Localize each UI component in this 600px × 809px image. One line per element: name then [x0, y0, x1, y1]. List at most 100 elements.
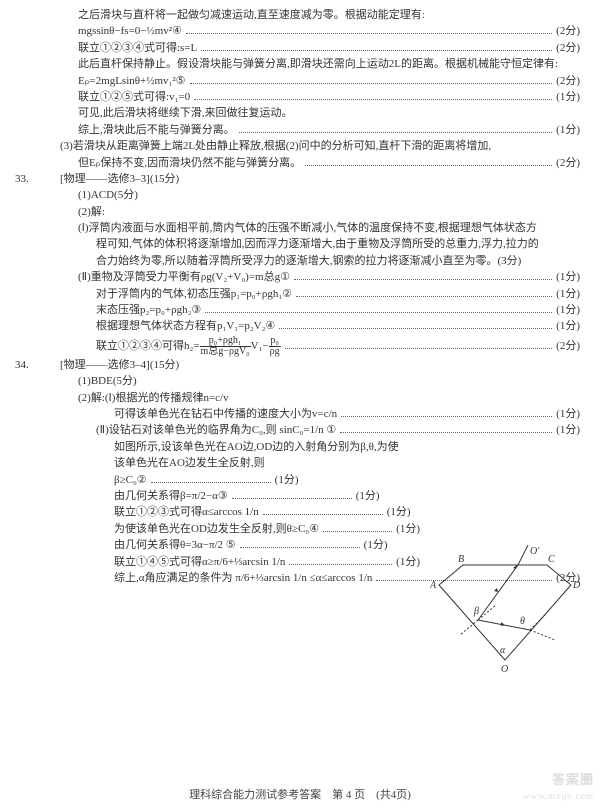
text-line: 根据理想气体状态方程有p₁V₁=p₂V₂④(1分) — [60, 319, 580, 334]
line-content: 如图所示,设该单色光在AO边,OD边的入射角分别为β,θ,为使 — [114, 440, 399, 455]
leader-dots — [289, 564, 392, 565]
score-label: (1分) — [556, 319, 580, 334]
score-label: (2分) — [556, 24, 580, 39]
line-content: (3)若滑块从距离弹簧上端2L处由静止释放,根据(2)问中的分析可知,直杆下滑的… — [60, 139, 491, 154]
text-line: 联立①②⑤式可得:v₁=0 (1分) — [60, 90, 580, 105]
line-content: (Ⅱ)设钻石对该单色光的临界角为C₀,则 sinC₀=1/n ① — [96, 423, 336, 438]
leader-dots — [341, 416, 552, 417]
text-line: 可见,此后滑块将继续下滑,来回做往复运动。 — [60, 106, 580, 121]
line-content: 之后滑块与直杆将一起做匀减速运动,直至速度减为零。根据动能定理有: — [78, 8, 425, 23]
line-content: 可见,此后滑块将继续下滑,来回做往复运动。 — [78, 106, 293, 121]
label-B: B — [458, 554, 464, 565]
leader-dots — [323, 531, 392, 532]
watermark-url: www.mxqe.com — [523, 790, 594, 803]
line-content: 联立①④⑤式可得α≥π/6+⅓arcsin 1/n — [114, 555, 285, 570]
q33-title: [物理——选修3–3](15分) — [60, 172, 179, 187]
score-label: (1分) — [275, 473, 299, 488]
line-content: 联立①②⑤式可得:v₁=0 — [78, 90, 190, 105]
text-line: mgssinθ−fs=0−½mv²④(2分) — [60, 24, 580, 39]
text-line: (Ⅱ)重物及浮筒受力平衡有ρg(V₂+V₀)=m总g① (1分) — [60, 270, 580, 285]
line-content: 末态压强p₂=p₀+ρgh₂③ — [96, 303, 201, 318]
text-line: 合力始终为零,所以随着浮筒所受浮力的逐渐增大,钢索的拉力将逐渐减小直至为零。(3… — [60, 254, 580, 269]
score-label: (2分) — [556, 339, 580, 354]
q34-part1: (1)BDE(5分) — [60, 374, 580, 389]
text-line: 末态压强p₂=p₀+ρgh₂③ (1分) — [60, 303, 580, 318]
label-Oprime: O′ — [530, 546, 540, 557]
score-label: (1分) — [556, 407, 580, 422]
line-content: 由几何关系得θ=3α−π/2 ⑤ — [114, 538, 236, 553]
q33-part2: (2)解: — [60, 205, 580, 220]
q33-header: 33. [物理——选修3–3](15分) — [60, 172, 580, 187]
score-label: (2分) — [556, 41, 580, 56]
text-line: 此后直杆保持静止。假设滑块能与弹簧分离,即滑块还需向上运动2L的距离。根据机械能… — [60, 57, 580, 72]
text-line: (3)若滑块从距离弹簧上端2L处由静止释放,根据(2)问中的分析可知,直杆下滑的… — [60, 139, 580, 154]
label-theta: θ — [520, 616, 525, 627]
line-content: 综上,α角应满足的条件为 π/6+⅓arcsin 1/n ≤α≤arccos 1… — [114, 571, 372, 586]
leader-dots — [194, 99, 552, 100]
leader-dots — [285, 348, 553, 349]
label-O: O — [501, 664, 508, 675]
text-line: 但Eₚ保持不变,因而滑块仍然不能与弹簧分离。(2分) — [60, 156, 580, 171]
text-line: 由几何关系得β=π/2−α③(1分) — [60, 489, 580, 504]
optics-diagram: B C A D O O′ β θ α — [430, 545, 580, 675]
line-content: 可得该单色光在钻石中传播的速度大小为v=c/n — [114, 407, 337, 422]
line-content: 程可知,气体的体积将逐渐增加,因而浮力逐渐增大,由于重物及浮筒所受的总重力,浮力… — [96, 237, 539, 252]
label-C: C — [548, 554, 555, 565]
line-content: 联立①②③④式可得:s=L — [78, 41, 197, 56]
leader-dots — [296, 296, 552, 297]
text-line: (Ⅱ)设钻石对该单色光的临界角为C₀,则 sinC₀=1/n ① (1分) — [60, 423, 580, 438]
text-line: 联立①②③式可得α≤arccos 1/n (1分) — [60, 505, 580, 520]
score-label: (1分) — [387, 505, 411, 520]
leader-dots — [240, 547, 360, 548]
q34-header: 34. [物理——选修3–4](15分) — [60, 358, 580, 373]
score-label: (1分) — [396, 522, 420, 537]
q33-part1: (1)ACD(5分) — [60, 188, 580, 203]
line-content: 由几何关系得β=π/2−α③ — [114, 489, 228, 504]
line-content: (Ⅰ)浮筒内液面与水面相平前,筒内气体的压强不断减小,气体的温度保持不变,根据理… — [78, 221, 537, 236]
score-label: (1分) — [396, 555, 420, 570]
q34-title: [物理——选修3–4](15分) — [60, 358, 179, 373]
text-line: (Ⅰ)浮筒内液面与水面相平前,筒内气体的压强不断减小,气体的温度保持不变,根据理… — [60, 221, 580, 236]
line-content: 综上,滑块此后不能与弹簧分离。 — [78, 123, 235, 138]
page-footer: 理科综合能力测试参考答案 第 4 页 (共4页) — [0, 788, 600, 803]
line-content: 该单色光在AO边发生全反射,则 — [114, 456, 265, 471]
label-beta: β — [473, 606, 479, 617]
line-content: 合力始终为零,所以随着浮筒所受浮力的逐渐增大,钢索的拉力将逐渐减小直至为零。(3… — [96, 254, 521, 269]
score-label: (1分) — [364, 538, 388, 553]
text-line: 程可知,气体的体积将逐渐增加,因而浮力逐渐增大,由于重物及浮筒所受的总重力,浮力… — [60, 237, 580, 252]
score-label: (1分) — [556, 303, 580, 318]
line-content: 联立①②③④可得h₂=p₀+ρgh₁m总g−ρgV₀V₁−p₀ρg — [96, 336, 281, 357]
line-content: 但Eₚ保持不变,因而滑块仍然不能与弹簧分离。 — [78, 156, 301, 171]
text-line: 联立①②③④可得h₂=p₀+ρgh₁m总g−ρgV₀V₁−p₀ρg (2分) — [60, 336, 580, 357]
label-alpha: α — [500, 645, 506, 656]
line-content: β≥C₀② — [114, 473, 147, 488]
score-label: (1分) — [556, 287, 580, 302]
score-label: (1分) — [556, 90, 580, 105]
leader-dots — [232, 498, 352, 499]
label-A: A — [430, 580, 437, 591]
line-content: 此后直杆保持静止。假设滑块能与弹簧分离,即滑块还需向上运动2L的距离。根据机械能… — [78, 57, 558, 72]
line-content: 联立①②③式可得α≤arccos 1/n — [114, 505, 259, 520]
leader-dots — [205, 312, 552, 313]
q34-number: 34. — [15, 358, 60, 373]
leader-dots — [305, 165, 552, 166]
score-label: (2分) — [556, 74, 580, 89]
line-content: 为使该单色光在OD边发生全反射,则θ≥C₀④ — [114, 522, 319, 537]
text-line: 对于浮筒内的气体,初态压强p₁=p₀+ρgh₁② (1分) — [60, 287, 580, 302]
line-content: (Ⅱ)重物及浮筒受力平衡有ρg(V₂+V₀)=m总g① — [78, 270, 290, 285]
text-line: 联立①②③④式可得:s=L (2分) — [60, 41, 580, 56]
leader-dots — [263, 514, 383, 515]
score-label: (1分) — [556, 270, 580, 285]
line-content: 对于浮筒内的气体,初态压强p₁=p₀+ρgh₁② — [96, 287, 292, 302]
leader-dots — [201, 50, 552, 51]
score-label: (1分) — [556, 423, 580, 438]
leader-dots — [294, 279, 552, 280]
q33-number: 33. — [15, 172, 60, 187]
leader-dots — [186, 33, 552, 34]
text-line: 之后滑块与直杆将一起做匀减速运动,直至速度减为零。根据动能定理有: — [60, 8, 580, 23]
text-line: 综上,滑块此后不能与弹簧分离。(1分) — [60, 123, 580, 138]
leader-dots — [340, 432, 552, 433]
text-line: 可得该单色光在钻石中传播的速度大小为v=c/n (1分) — [60, 407, 580, 422]
text-line: Eₚ=2mgLsinθ+½mv₁²⑤(2分) — [60, 74, 580, 89]
text-line: β≥C₀② (1分) — [60, 473, 580, 488]
